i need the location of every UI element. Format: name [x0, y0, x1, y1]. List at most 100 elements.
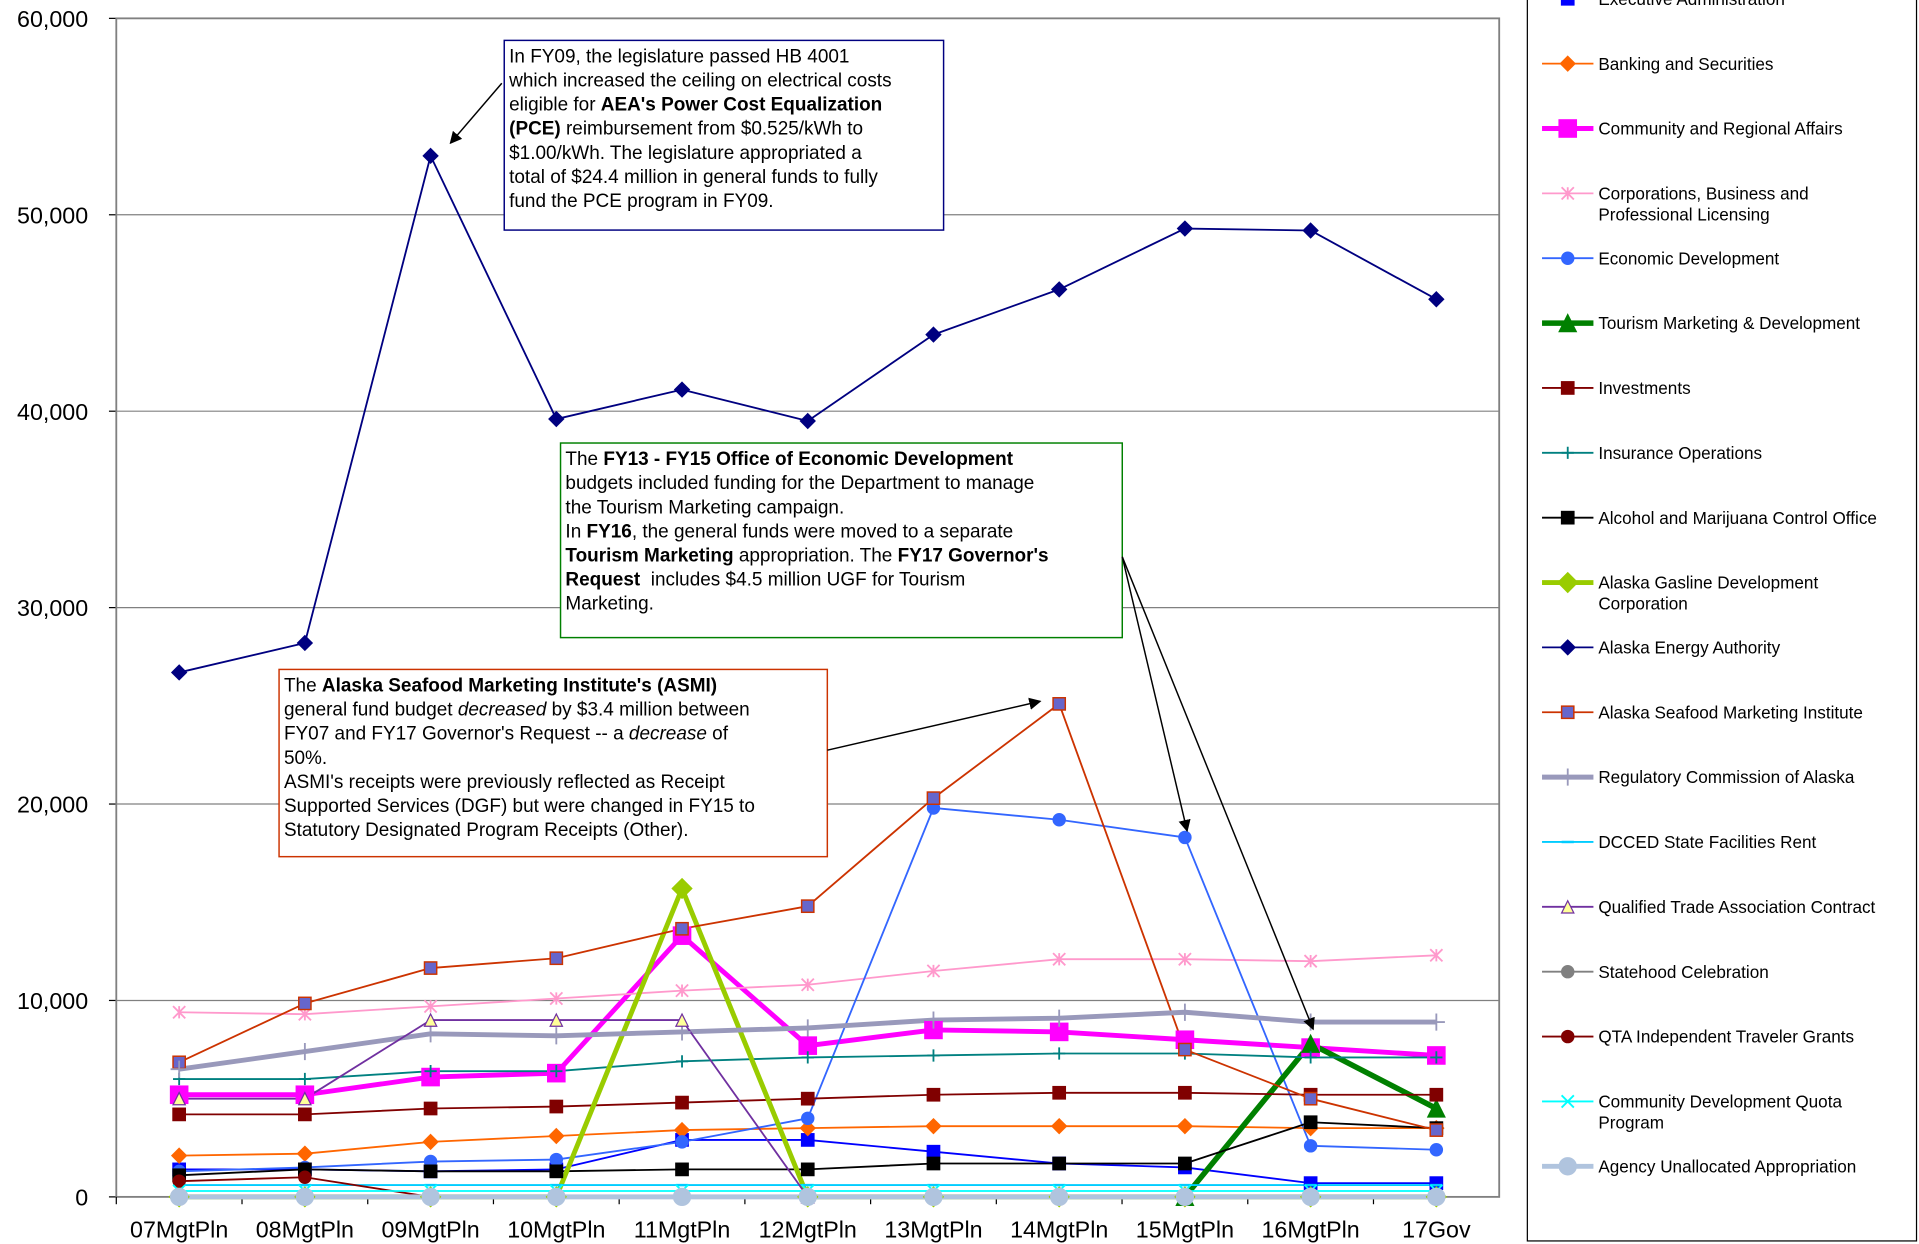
legend-label: Qualified Trade Association Contract	[1598, 897, 1875, 917]
data-point	[1178, 1085, 1192, 1100]
data-point	[1050, 1187, 1069, 1207]
data-point	[1429, 1143, 1444, 1157]
y-tick-label: 50,000	[17, 202, 88, 228]
data-point	[675, 921, 689, 936]
annotation-text: $1.00/kWh. The legislature appropriated …	[509, 143, 862, 164]
x-tick-label: 13MgtPln	[884, 1216, 982, 1242]
legend-label: Alaska Energy Authority	[1598, 638, 1780, 658]
data-point	[547, 1187, 566, 1207]
data-point	[1052, 1085, 1067, 1100]
data-point	[799, 1019, 817, 1037]
x-tick-label: 08MgtPln	[256, 1216, 354, 1242]
legend-label: Economic Development	[1598, 248, 1779, 268]
annotation-box	[503, 39, 945, 231]
data-point	[170, 1060, 188, 1078]
data-point	[1303, 954, 1318, 968]
annotation-arrow	[827, 697, 1042, 751]
annotation-arrow	[1121, 556, 1315, 1031]
data-point	[422, 147, 439, 165]
data-point	[1303, 1115, 1318, 1130]
legend-label: DCCED State Facilities Rent	[1598, 832, 1816, 852]
data-point	[549, 1164, 564, 1179]
annotation-text: FY07 and FY17 Governor's Request -- a	[284, 724, 629, 745]
data-point	[1429, 948, 1444, 963]
data-point	[1429, 1087, 1444, 1102]
legend-label-line: Professional Licensing	[1598, 204, 1769, 224]
y-tick-label: 10,000	[17, 988, 88, 1014]
legend-label-line: Executive Administration	[1598, 0, 1785, 9]
legend-marker	[1560, 510, 1575, 525]
legend-marker	[1559, 55, 1576, 72]
data-point	[800, 1091, 815, 1106]
annotation-line: Request includes $4.5 million UGF for To…	[565, 570, 965, 591]
annotation-line: the Tourism Marketing campaign.	[565, 497, 844, 518]
annotation-text: decreased	[458, 700, 548, 721]
legend-label: Community and Regional Affairs	[1598, 119, 1842, 139]
data-point	[549, 1099, 564, 1114]
data-point	[298, 1072, 311, 1086]
legend-label: Investments	[1598, 378, 1690, 398]
data-point	[675, 1095, 689, 1110]
annotation-text: includes $4.5 million UGF for Tourism	[640, 570, 965, 591]
annotation-line: $1.00/kWh. The legislature appropriated …	[509, 143, 862, 164]
data-point	[295, 1187, 315, 1207]
data-point	[926, 1144, 941, 1159]
data-point	[1176, 1003, 1194, 1021]
legend-label-line: Alaska Seafood Marketing Institute	[1598, 702, 1863, 722]
legend-label-line: Alaska Gasline Development	[1598, 573, 1823, 593]
x-tick-label: 11MgtPln	[634, 1216, 731, 1242]
annotation-text: The	[284, 675, 322, 696]
annotation-line: total of $24.4 million in general funds …	[509, 167, 878, 188]
legend-label: Insurance Operations	[1598, 443, 1762, 463]
data-point	[925, 326, 942, 343]
data-point	[423, 1012, 438, 1027]
data-point	[1427, 1013, 1445, 1031]
data-point	[801, 1051, 814, 1064]
x-tick-label: 07MgtPln	[130, 1216, 228, 1242]
legend-label-line: Community Development Quota	[1598, 1092, 1846, 1112]
legend-label-line: DCCED State Facilities Rent	[1598, 832, 1816, 852]
data-point	[423, 961, 438, 975]
y-tick-label: 0	[75, 1184, 88, 1210]
data-point	[422, 1133, 439, 1151]
data-point	[1052, 1156, 1067, 1171]
data-point	[423, 1164, 438, 1179]
legend-label-line: Regulatory Commission of Alaska	[1598, 767, 1855, 787]
annotation-text: appropriation. The	[734, 545, 898, 566]
legend-marker	[1559, 639, 1576, 656]
annotation-line: Statutory Designated Program Receipts (O…	[284, 820, 689, 841]
data-point	[925, 1117, 942, 1135]
data-point	[1429, 1123, 1444, 1137]
annotation-text: In FY09, the legislature passed HB 4001	[509, 46, 849, 67]
data-point	[924, 1187, 943, 1207]
annotation-text: eligible for	[509, 95, 601, 116]
legend-marker	[1561, 251, 1575, 265]
annotation-text: , the general funds were moved to a sepa…	[632, 521, 1013, 542]
series-line	[179, 1019, 809, 1198]
data-point	[298, 996, 312, 1011]
annotation-text: Alaska Seafood Marketing Institute's (AS…	[322, 675, 717, 696]
legend-marker	[1560, 186, 1575, 201]
data-point	[423, 999, 438, 1014]
legend-marker	[1560, 0, 1575, 6]
data-point	[671, 877, 693, 900]
annotation-arrow	[1121, 556, 1191, 833]
annotation-line: Marketing.	[565, 594, 653, 615]
data-point	[296, 1042, 314, 1061]
legend-marker	[1557, 571, 1579, 594]
annotation-text: budgets included funding for the Departm…	[565, 473, 1034, 494]
legend-box	[1526, 0, 1918, 1242]
legend-label: Corporations, Business and Professional …	[1598, 183, 1813, 224]
legend-label-line: Insurance Operations	[1598, 443, 1762, 463]
data-point	[1302, 222, 1319, 239]
annotation-text: FY16	[587, 521, 632, 542]
annotation-text: The	[565, 449, 603, 470]
legend-marker	[1558, 1157, 1577, 1176]
data-point	[423, 1101, 438, 1116]
data-point	[549, 951, 564, 966]
annotation-line: general fund budget decreased by $3.4 mi…	[284, 700, 750, 721]
data-point	[1050, 1117, 1068, 1135]
annotation-text: general fund budget	[284, 700, 458, 721]
annotation-text: FY13 - FY15 Office of Economic Developme…	[603, 449, 1013, 470]
legend-label: Alaska Gasline Development Corporation	[1598, 573, 1823, 614]
